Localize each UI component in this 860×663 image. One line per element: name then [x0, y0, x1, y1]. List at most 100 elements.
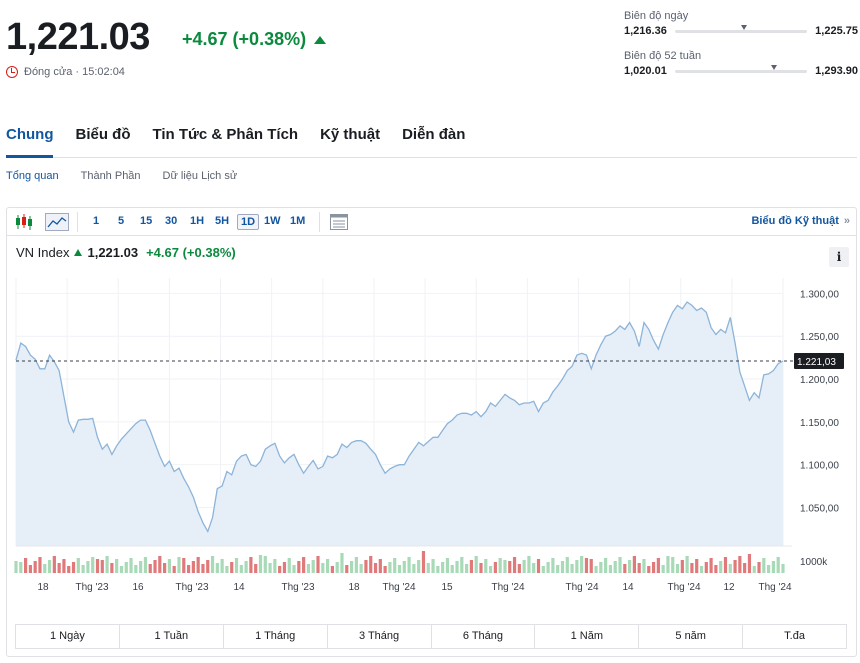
- volume-bar: [580, 556, 584, 573]
- volume-bar: [536, 559, 541, 573]
- volume-bar: [158, 556, 162, 573]
- volume-bar: [129, 558, 133, 573]
- volume-bar: [560, 561, 565, 573]
- x-tick-label: 18: [348, 582, 360, 593]
- info-button[interactable]: i: [829, 247, 849, 267]
- volume-bar: [460, 557, 464, 573]
- period-1-year-button[interactable]: 1 Năm: [535, 625, 640, 648]
- technical-chart-link[interactable]: Biểu đồ Kỹ thuật »: [751, 215, 850, 227]
- volume-bar: [215, 563, 219, 573]
- year-range-low: 1,020.01: [624, 65, 667, 77]
- volume-bar: [412, 564, 416, 573]
- volume-bar: [364, 560, 368, 573]
- legend-price: 1,221.03: [87, 245, 139, 260]
- volume-bar: [608, 565, 613, 573]
- volume-bar: [297, 561, 301, 573]
- current-price-tag: [794, 353, 844, 370]
- volume-bar: [167, 559, 171, 573]
- subtab-summary[interactable]: Tổng quan: [6, 170, 59, 182]
- volume-label: 1000k: [800, 557, 828, 568]
- period-1-day-button[interactable]: 1 Ngày: [16, 625, 120, 648]
- toolbar-divider: [319, 212, 320, 232]
- price-area: [16, 302, 783, 546]
- volume-bar: [86, 561, 90, 573]
- interval-1d[interactable]: 1D: [237, 214, 260, 230]
- volume-bar: [666, 556, 670, 573]
- day-range-high: 1,225.75: [815, 25, 858, 37]
- volume-bar: [330, 566, 334, 573]
- volume-bar: [532, 563, 536, 573]
- interval-5h[interactable]: 5H: [215, 215, 230, 227]
- volume-bar: [407, 557, 411, 573]
- market-status-text: Đóng cửa · 15:02:04: [24, 66, 125, 78]
- period-3-month-button[interactable]: 3 Tháng: [328, 625, 432, 648]
- interval-1[interactable]: 1: [93, 215, 100, 227]
- tab-chart[interactable]: Biểu đồ: [75, 126, 131, 143]
- volume-bar: [359, 564, 363, 573]
- volume-bar: [306, 564, 311, 573]
- volume-bar: [388, 562, 392, 573]
- volume-bar: [38, 557, 42, 573]
- area-chart-icon[interactable]: [45, 213, 69, 231]
- volume-bar: [508, 561, 512, 573]
- interval-1m[interactable]: 1M: [290, 215, 306, 227]
- volume-bar: [100, 560, 104, 573]
- volume-bar: [671, 557, 675, 573]
- volume-bar: [762, 558, 766, 573]
- interval-1h[interactable]: 1H: [190, 215, 205, 227]
- volume-bar: [220, 559, 224, 573]
- interval-30[interactable]: 30: [165, 215, 178, 227]
- volume-bar: [651, 562, 656, 573]
- tab-news-analysis[interactable]: Tin Tức & Phân Tích: [152, 126, 299, 143]
- period-6-month-button[interactable]: 6 Tháng: [432, 625, 536, 648]
- up-arrow-icon: [314, 35, 327, 44]
- volume-bar: [575, 560, 579, 573]
- period-5-year-button[interactable]: 5 năm: [639, 625, 744, 648]
- day-range-marker: [741, 24, 747, 30]
- volume-bar: [512, 557, 517, 573]
- volume-bar: [62, 559, 66, 573]
- volume-bar: [541, 566, 545, 573]
- volume-bar: [771, 561, 776, 573]
- volume-bar: [234, 558, 239, 573]
- subtab-components[interactable]: Thành Phần: [80, 170, 141, 182]
- volume-bar: [747, 554, 752, 573]
- volume-bar: [584, 558, 589, 573]
- year-range: Biên độ 52 tuần 1,020.01 1,293.90: [624, 50, 858, 77]
- volume-bar: [373, 563, 378, 573]
- interval-5[interactable]: 5: [118, 215, 125, 227]
- interval-15[interactable]: 15: [140, 215, 153, 227]
- volume-bar: [661, 565, 665, 573]
- candlestick-icon[interactable]: [14, 213, 34, 231]
- volume-bar: [43, 564, 47, 573]
- volume-bar: [57, 563, 61, 573]
- x-tick-label: 12: [723, 582, 735, 593]
- interval-1w[interactable]: 1W: [264, 215, 281, 227]
- volume-bar: [680, 560, 684, 573]
- volume-bar: [196, 557, 200, 573]
- volume-bar: [124, 562, 128, 573]
- table-view-icon[interactable]: [329, 213, 349, 231]
- tab-overview[interactable]: Chung: [6, 118, 54, 158]
- volume-bar: [254, 564, 258, 573]
- volume-bar: [738, 556, 742, 573]
- period-selector: 1 Ngày 1 Tuần 1 Tháng 3 Tháng 6 Tháng 1 Năm 5 …: [15, 624, 847, 649]
- volume-bar: [397, 565, 402, 573]
- volume-bar: [244, 561, 248, 573]
- volume-bar: [110, 563, 114, 573]
- period-1-month-button[interactable]: 1 Tháng: [224, 625, 328, 648]
- volume-bar: [153, 560, 157, 573]
- y-tick-label: 1.300,00: [800, 289, 839, 300]
- tab-technical[interactable]: Kỹ thuật: [320, 126, 381, 143]
- price-chart[interactable]: Investing.com1.300,001.250,001.200,001.1…: [7, 208, 856, 618]
- x-tick-label: Thg '23: [175, 582, 208, 593]
- period-1-week-button[interactable]: 1 Tuần: [120, 625, 224, 648]
- period-max-button[interactable]: T.đa: [784, 630, 805, 642]
- volume-bar: [479, 563, 483, 573]
- volume-bar: [709, 558, 713, 573]
- tab-forum[interactable]: Diễn đàn: [402, 126, 466, 143]
- subtab-historical-data[interactable]: Dữ liệu Lịch sử: [162, 170, 238, 182]
- volume-bar: [498, 558, 502, 573]
- volume-bar: [728, 564, 732, 573]
- volume-bar: [604, 558, 608, 573]
